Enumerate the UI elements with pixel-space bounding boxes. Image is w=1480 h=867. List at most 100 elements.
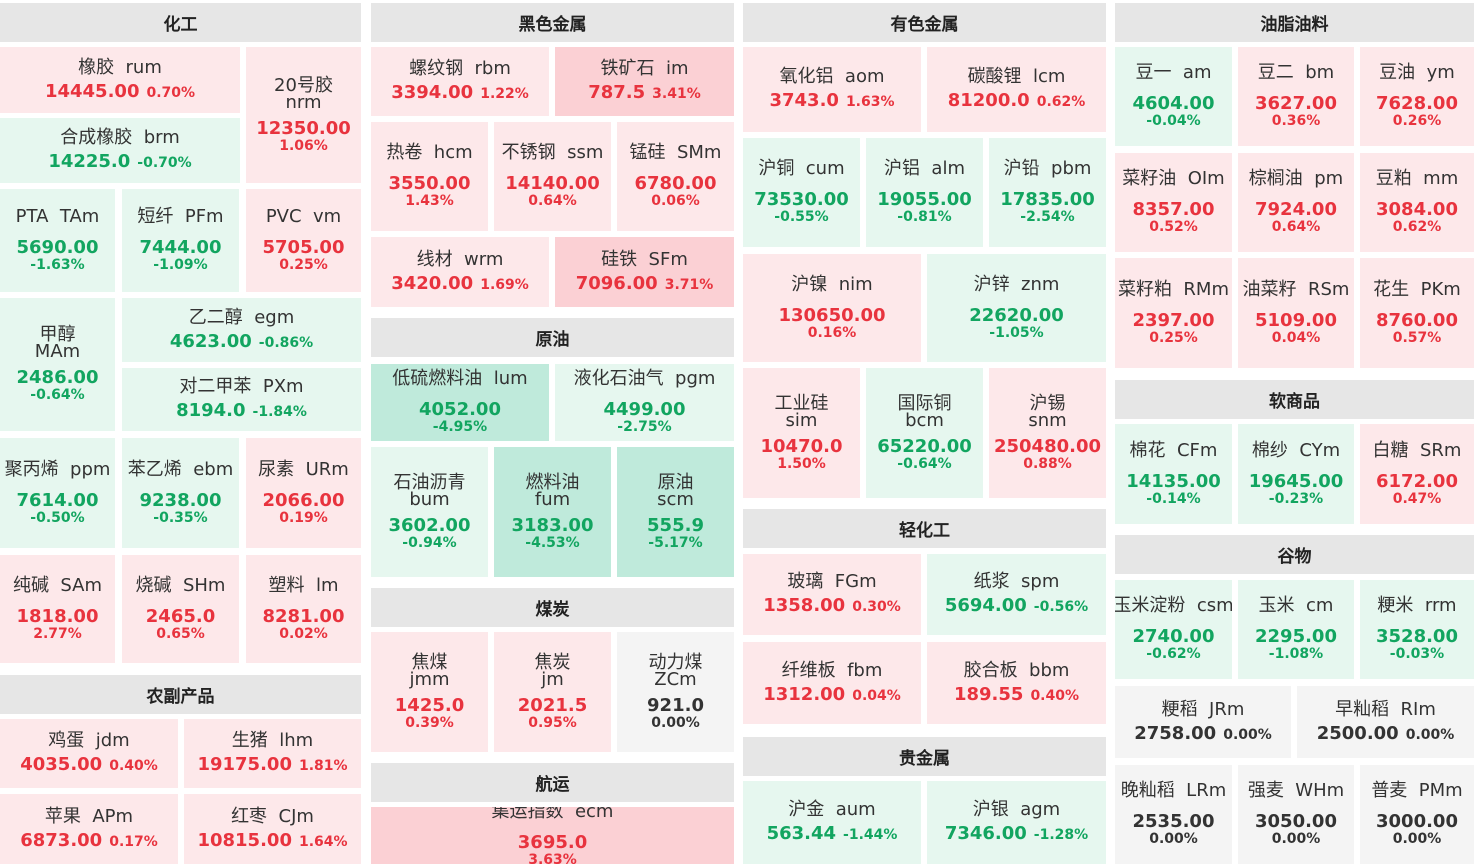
contract-price: 19055.00 bbox=[877, 189, 972, 210]
contract-tile-lcm[interactable]: 碳酸锂 lcm 81200.0 0.62% bbox=[927, 47, 1106, 132]
contract-name: 豆粕 mm bbox=[1375, 168, 1459, 189]
contract-tile-bm[interactable]: 豆二 bm 3627.00 0.36% bbox=[1238, 47, 1354, 146]
contract-tile-sim[interactable]: 工业硅 sim 10470.0 1.50% bbox=[743, 368, 860, 498]
contract-tile-shm[interactable]: 烧碱 SHm 2465.0 0.65% bbox=[122, 555, 239, 663]
contract-change-pct: 0.00% bbox=[1392, 831, 1442, 847]
contract-change-pct: 0.04% bbox=[1271, 329, 1321, 346]
contract-change-pct: -0.86% bbox=[258, 334, 314, 351]
contract-change-pct: 0.00% bbox=[1271, 831, 1321, 847]
contract-tile-lum[interactable]: 低硫燃料油 lum 4052.00 -4.95% bbox=[371, 364, 549, 441]
contract-change-pct: 0.00% bbox=[1149, 831, 1198, 847]
contract-tile-cm[interactable]: 玉米 cm 2295.00 -1.08% bbox=[1238, 580, 1354, 679]
contract-tile-ecm[interactable]: 集运指数 ecm 3695.0 3.63% bbox=[371, 807, 734, 864]
contract-tile-nrm[interactable]: 20号胶 nrm 12350.00 1.06% bbox=[246, 47, 361, 183]
contract-tile-rim[interactable]: 早籼稻 RIm 2500.00 0.00% bbox=[1297, 686, 1474, 758]
contract-tile-sfm[interactable]: 硅铁 SFm 7096.00 3.71% bbox=[555, 237, 734, 307]
contract-price: 3528.00 bbox=[1376, 626, 1458, 647]
contract-tile-ebm[interactable]: 苯乙烯 ebm 9238.00 -0.35% bbox=[122, 438, 239, 548]
contract-tile-mm[interactable]: 豆粕 mm 3084.00 0.62% bbox=[1360, 153, 1474, 252]
contract-change-pct: -1.63% bbox=[30, 257, 85, 273]
contract-tile-wrm[interactable]: 线材 wrm 3420.00 1.69% bbox=[371, 237, 549, 307]
contract-price: 2740.00 bbox=[1132, 626, 1215, 647]
contract-tile-brm[interactable]: 合成橡胶 brm 14225.0 -0.70% bbox=[0, 118, 240, 183]
contract-tile-cym[interactable]: 棉纱 CYm 19645.00 -0.23% bbox=[1238, 424, 1354, 524]
contract-tile-tam[interactable]: PTA TAm 5690.00 -1.63% bbox=[0, 189, 115, 292]
contract-tile-agm[interactable]: 沪银 agm 7346.00 -1.28% bbox=[927, 781, 1106, 864]
contract-change-pct: -1.08% bbox=[1268, 646, 1324, 662]
section-header-agri: 农副产品 bbox=[0, 675, 361, 714]
contract-tile-bbm[interactable]: 胶合板 bbm 189.55 0.40% bbox=[927, 642, 1106, 724]
contract-tile-am[interactable]: 豆一 am 4604.00 -0.04% bbox=[1115, 47, 1232, 146]
contract-tile-fgm[interactable]: 玻璃 FGm 1358.00 0.30% bbox=[743, 554, 921, 635]
contract-tile-vm[interactable]: PVC vm 5705.00 0.25% bbox=[246, 189, 361, 292]
contract-tile-rbm[interactable]: 螺纹钢 rbm 3394.00 1.22% bbox=[371, 47, 549, 116]
contract-tile-fbm[interactable]: 纤维板 fbm 1312.00 0.04% bbox=[743, 642, 921, 724]
contract-name: 菜籽粕 RMm bbox=[1117, 278, 1229, 300]
contract-tile-jdm[interactable]: 鸡蛋 jdm 4035.00 0.40% bbox=[0, 719, 178, 788]
contract-tile-pxm[interactable]: 对二甲苯 PXm 8194.0 -1.84% bbox=[122, 368, 361, 431]
contract-tile-cum[interactable]: 沪铜 cum 73530.00 -0.55% bbox=[743, 138, 860, 247]
contract-tile-pbm[interactable]: 沪铅 pbm 17835.00 -2.54% bbox=[989, 138, 1106, 247]
contract-name: 铁矿石 im bbox=[600, 58, 689, 79]
contract-tile-ssm[interactable]: 不锈钢 ssm 14140.00 0.64% bbox=[494, 122, 611, 231]
contract-tile-lm[interactable]: 塑料 lm 8281.00 0.02% bbox=[246, 555, 361, 663]
contract-tile-rsm[interactable]: 油菜籽 RSm 5109.00 0.04% bbox=[1238, 258, 1354, 368]
contract-tile-rmm[interactable]: 菜籽粕 RMm 2397.00 0.25% bbox=[1115, 258, 1232, 368]
contract-tile-hcm[interactable]: 热卷 hcm 3550.00 1.43% bbox=[371, 122, 488, 231]
contract-tile-cjm[interactable]: 红枣 CJm 10815.00 1.64% bbox=[184, 794, 361, 864]
contract-tile-whm[interactable]: 强麦 WHm 3050.00 0.00% bbox=[1238, 765, 1354, 864]
contract-tile-rrm[interactable]: 粳米 rrm 3528.00 -0.03% bbox=[1360, 580, 1474, 679]
contract-tile-pmm[interactable]: 普麦 PMm 3000.00 0.00% bbox=[1360, 765, 1474, 864]
contract-tile-pm[interactable]: 棕榈油 pm 7924.00 0.64% bbox=[1238, 153, 1354, 252]
contract-tile-bum[interactable]: 石油沥青 bum 3602.00 -0.94% bbox=[371, 447, 488, 577]
contract-tile-rum[interactable]: 橡胶 rum 14445.00 0.70% bbox=[0, 47, 240, 113]
contract-tile-egm[interactable]: 乙二醇 egm 4623.00 -0.86% bbox=[122, 298, 361, 362]
contract-tile-pgm[interactable]: 液化石油气 pgm 4499.00 -2.75% bbox=[555, 364, 734, 441]
contract-tile-alm[interactable]: 沪铝 alm 19055.00 -0.81% bbox=[866, 138, 983, 247]
contract-tile-smm[interactable]: 锰硅 SMm 6780.00 0.06% bbox=[617, 122, 734, 231]
contract-change-pct: -1.05% bbox=[989, 324, 1044, 341]
contract-change-pct: 1.50% bbox=[777, 455, 826, 472]
contract-tile-jmm[interactable]: 焦煤 jmm 1425.0 0.39% bbox=[371, 632, 488, 752]
contract-tile-apm[interactable]: 苹果 APm 6873.00 0.17% bbox=[0, 794, 178, 864]
contract-tile-cfm[interactable]: 棉花 CFm 14135.00 -0.14% bbox=[1115, 424, 1232, 524]
contract-tile-lrm[interactable]: 晚籼稻 LRm 2535.00 0.00% bbox=[1115, 765, 1232, 864]
contract-tile-pfm[interactable]: 短纤 PFm 7444.00 -1.09% bbox=[122, 189, 239, 292]
contract-tile-olm[interactable]: 菜籽油 OIm 8357.00 0.52% bbox=[1115, 153, 1232, 252]
contract-tile-im[interactable]: 铁矿石 im 787.5 3.41% bbox=[555, 47, 734, 116]
section-header-chem: 化工 bbox=[0, 3, 361, 42]
contract-name: 沪铜 cum bbox=[758, 158, 845, 179]
contract-tile-zcm[interactable]: 动力煤 ZCm 921.0 0.00% bbox=[617, 632, 734, 752]
contract-tile-spm[interactable]: 纸浆 spm 5694.00 -0.56% bbox=[927, 554, 1106, 635]
contract-name: 热卷 hcm bbox=[386, 142, 473, 163]
contract-tile-jm[interactable]: 焦炭 jm 2021.5 0.95% bbox=[494, 632, 611, 752]
contract-tile-bcm[interactable]: 国际铜 bcm 65220.00 -0.64% bbox=[866, 368, 983, 498]
contract-tile-ym[interactable]: 豆油 ym 7628.00 0.26% bbox=[1360, 47, 1474, 146]
contract-tile-mam[interactable]: 甲醇 MAm 2486.00 -0.64% bbox=[0, 298, 115, 431]
contract-name: 玻璃 FGm bbox=[787, 571, 877, 592]
contract-tile-snm[interactable]: 沪锡 snm 250480.00 0.88% bbox=[989, 368, 1106, 498]
contract-change-pct: 0.26% bbox=[1392, 113, 1442, 129]
contract-change-pct: 0.16% bbox=[807, 324, 857, 341]
contract-tile-scm[interactable]: 原油 scm 555.9 -5.17% bbox=[617, 447, 734, 577]
contract-price: 7614.00 bbox=[16, 489, 99, 511]
contract-tile-urm[interactable]: 尿素 URm 2066.00 0.19% bbox=[246, 438, 361, 548]
contract-tile-nim[interactable]: 沪镍 nim 130650.00 0.16% bbox=[743, 254, 921, 362]
contract-price: 8760.00 bbox=[1376, 309, 1458, 331]
contract-tile-csm[interactable]: 玉米淀粉 csm 2740.00 -0.62% bbox=[1115, 580, 1232, 679]
contract-tile-jrm[interactable]: 粳稻 JRm 2758.00 0.00% bbox=[1115, 686, 1291, 758]
contract-tile-fum[interactable]: 燃料油 fum 3183.00 -4.53% bbox=[494, 447, 611, 577]
contract-tile-lhm[interactable]: 生猪 lhm 19175.00 1.81% bbox=[184, 719, 361, 788]
contract-tile-ppm[interactable]: 聚丙烯 ppm 7614.00 -0.50% bbox=[0, 438, 115, 548]
contract-tile-znm[interactable]: 沪锌 znm 22620.00 -1.05% bbox=[927, 254, 1106, 362]
contract-price: 65220.00 bbox=[877, 435, 972, 457]
contract-tile-sam[interactable]: 纯碱 SAm 1818.00 2.77% bbox=[0, 555, 115, 663]
contract-tile-aom[interactable]: 氧化铝 aom 3743.0 1.63% bbox=[743, 47, 921, 132]
contract-name: 红枣 CJm bbox=[231, 805, 314, 827]
contract-name: 沪锌 znm bbox=[973, 273, 1060, 295]
contract-tile-aum[interactable]: 沪金 aum 563.44 -1.44% bbox=[743, 781, 921, 864]
contract-tile-pkm[interactable]: 花生 PKm 8760.00 0.57% bbox=[1360, 258, 1474, 368]
contract-tile-srm[interactable]: 白糖 SRm 6172.00 0.47% bbox=[1360, 424, 1474, 524]
contract-price: 5694.00 bbox=[944, 595, 1027, 616]
contract-change-pct: -1.84% bbox=[252, 404, 307, 420]
